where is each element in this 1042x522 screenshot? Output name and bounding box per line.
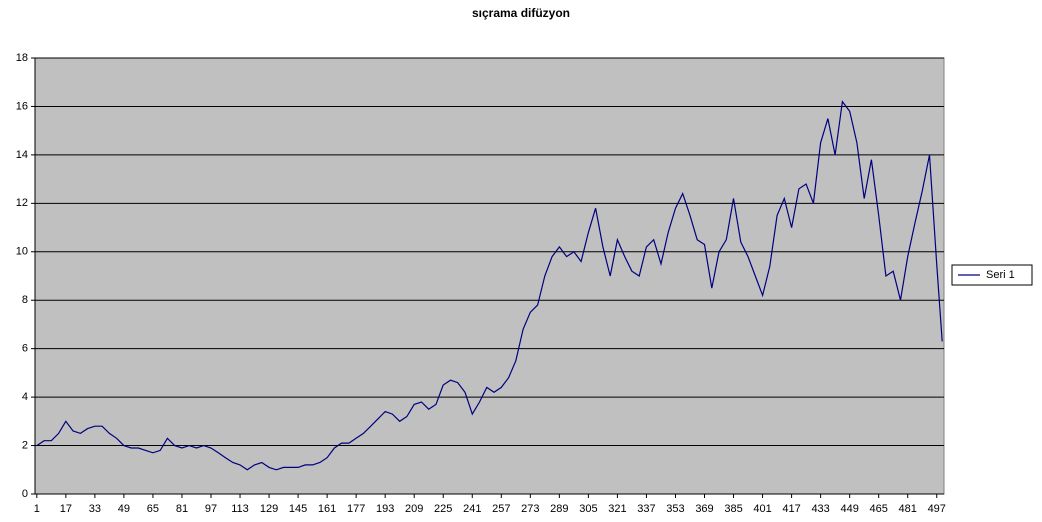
y-tick-label: 16 (16, 100, 28, 112)
legend-label: Seri 1 (986, 269, 1015, 281)
y-tick-label: 14 (16, 149, 28, 161)
y-tick-label: 4 (22, 391, 28, 403)
x-tick-label: 209 (405, 503, 423, 515)
legend-box (951, 264, 1033, 286)
x-tick-label: 145 (289, 503, 307, 515)
y-tick-label: 8 (22, 294, 28, 306)
chart-title: sıçrama difüzyon (472, 6, 570, 20)
plot-area (34, 57, 945, 495)
y-tick-label: 2 (22, 439, 28, 451)
y-tick-label: 12 (16, 197, 28, 209)
data-line (36, 100, 943, 471)
x-tick-label: 401 (753, 503, 771, 515)
x-tick-label: 161 (318, 503, 336, 515)
x-tick-label: 49 (118, 503, 130, 515)
x-tick-label: 305 (579, 503, 597, 515)
x-tick-label: 17 (60, 503, 72, 515)
x-tick-label: 225 (434, 503, 452, 515)
x-tick-label: 385 (724, 503, 742, 515)
y-tick-label: 6 (22, 343, 28, 355)
x-tick-label: 33 (89, 503, 101, 515)
x-tick-label: 241 (463, 503, 481, 515)
x-tick-label: 177 (347, 503, 365, 515)
x-tick-label: 289 (550, 503, 568, 515)
x-tick-label: 465 (870, 503, 888, 515)
x-tick-label: 129 (260, 503, 278, 515)
x-tick-label: 97 (205, 503, 217, 515)
x-tick-label: 257 (492, 503, 510, 515)
x-tick-label: 369 (695, 503, 713, 515)
x-tick-label: 321 (608, 503, 626, 515)
x-tick-label: 337 (637, 503, 655, 515)
x-tick-label: 65 (147, 503, 159, 515)
x-tick-label: 113 (231, 503, 249, 515)
x-tick-label: 353 (666, 503, 684, 515)
x-tick-label: 273 (521, 503, 539, 515)
x-tick-label: 497 (928, 503, 946, 515)
y-tick-label: 18 (16, 52, 28, 64)
x-tick-label: 1 (34, 503, 40, 515)
y-tick-label: 10 (16, 246, 28, 258)
x-tick-label: 417 (782, 503, 800, 515)
y-tick-label: 0 (22, 488, 28, 500)
x-tick-label: 193 (376, 503, 394, 515)
x-tick-label: 433 (811, 503, 829, 515)
x-tick-label: 449 (840, 503, 858, 515)
x-tick-label: 481 (899, 503, 917, 515)
x-tick-label: 81 (176, 503, 188, 515)
